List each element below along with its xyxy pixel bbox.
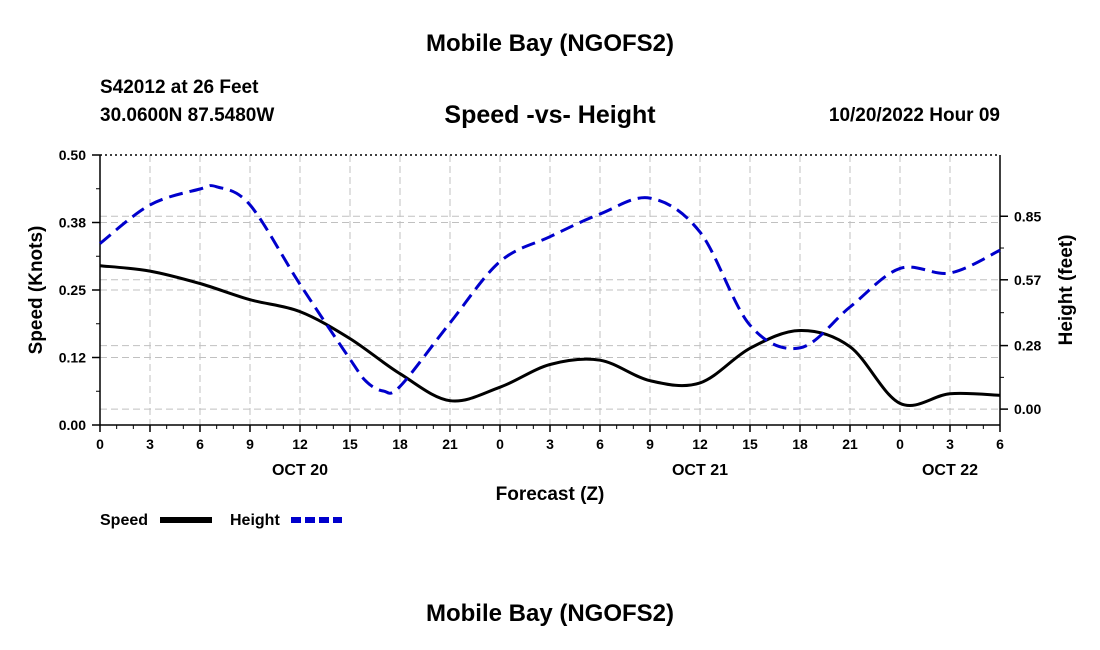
date-label: OCT 21 (672, 462, 728, 479)
series (99, 184, 1001, 407)
series-line-height (99, 184, 1001, 395)
coordinates-label: 30.0600N 87.5480W (100, 105, 275, 126)
x-tick-label: 0 (896, 436, 904, 452)
y-left-tick-label: 0.25 (59, 282, 86, 298)
y-right-tick-label: 0.00 (1014, 401, 1041, 417)
legend: Speed Height (100, 512, 342, 529)
y-right-tick-label: 0.28 (1014, 338, 1041, 354)
x-tick-label: 9 (646, 436, 654, 452)
date-label: OCT 22 (922, 462, 978, 479)
y-right-tick-label: 0.57 (1014, 272, 1041, 288)
y-axis-left-label: Speed (Knots) (26, 226, 47, 355)
y-left-tick-label: 0.00 (59, 417, 86, 433)
x-tick-label: 15 (742, 436, 758, 452)
x-tick-label: 3 (946, 436, 954, 452)
grid (100, 155, 1000, 425)
y-left-tick-label: 0.38 (59, 215, 86, 231)
x-tick-label: 3 (146, 436, 154, 452)
x-tick-label: 21 (842, 436, 858, 452)
x-axis-label: Forecast (Z) (496, 484, 605, 505)
x-tick-label: 0 (96, 436, 104, 452)
y-left-tick-label: 0.50 (59, 147, 86, 163)
y-left-tick-label: 0.12 (59, 350, 86, 366)
legend-label-height: Height (230, 512, 280, 529)
x-tick-label: 18 (792, 436, 808, 452)
station-label: S42012 at 26 Feet (100, 77, 259, 98)
tick-labels: 0 3 6 9 12 15 18 21 0 3 6 9 12 15 18 21 0 3 6 OCT 20 OCT 21 O… (59, 147, 1042, 479)
y-right-tick-label: 0.85 (1014, 208, 1041, 224)
x-tick-label: 21 (442, 436, 458, 452)
x-tick-label: 6 (196, 436, 204, 452)
main-title: Mobile Bay (NGOFS2) (425, 30, 675, 57)
footer-title: Mobile Bay (NGOFS2) (425, 600, 675, 627)
forecast-datetime: 10/20/2022 Hour 09 (828, 105, 1000, 126)
x-tick-label: 12 (692, 436, 708, 452)
date-label: OCT 20 (272, 462, 328, 479)
y-axis-right-label: Height (feet) (1056, 235, 1077, 346)
legend-label-speed: Speed (100, 512, 148, 529)
x-tick-label: 18 (392, 436, 408, 452)
series-line-speed (99, 264, 1001, 407)
axes (92, 154, 1008, 432)
x-tick-label: 15 (342, 436, 358, 452)
x-tick-label: 6 (596, 436, 604, 452)
x-tick-label: 9 (246, 436, 254, 452)
x-tick-label: 6 (996, 436, 1004, 452)
x-tick-label: 0 (496, 436, 504, 452)
x-tick-label: 12 (292, 436, 308, 452)
x-tick-label: 3 (546, 436, 554, 452)
chart-title: Speed -vs- Height (444, 101, 656, 129)
